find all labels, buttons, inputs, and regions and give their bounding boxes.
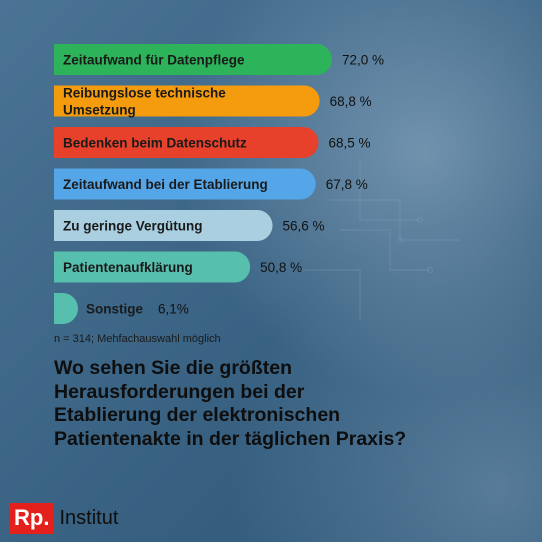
bar-value-label: 72,0 %: [342, 53, 384, 68]
bar-value-label: 68,8 %: [330, 94, 372, 109]
bar: [54, 210, 273, 241]
bar-value-label: 68,5 %: [328, 136, 370, 151]
bar: [54, 168, 316, 200]
logo-mark: Rp.: [10, 503, 54, 534]
bar: [54, 85, 320, 117]
bars-group: Zeitaufwand für Datenpflege 72,0 % Reibung…: [54, 44, 384, 324]
bar: [54, 127, 319, 158]
bar-value-label: 50,8 %: [260, 260, 302, 275]
bar-category-label: Sonstige: [86, 302, 143, 317]
bar: [54, 293, 78, 324]
bar-category-label: Zu geringe Vergütung: [63, 219, 203, 234]
chart-title: Wo sehen Sie die größten Herausforderung…: [54, 357, 407, 450]
bar-value-label: 56,6 %: [283, 219, 325, 234]
bar: [54, 44, 332, 75]
brand-name: Institut: [59, 507, 119, 529]
bar-category-label: Zeitaufwand bei der Etablierung: [63, 177, 268, 192]
brand-logo: Rp. Institut: [10, 503, 118, 534]
bar-category-label: Reibungslose technische Umsetzung: [63, 86, 226, 118]
bar-category-label: Patientenaufklärung: [63, 260, 193, 275]
bar-category-label: Bedenken beim Datenschutz: [63, 136, 247, 151]
sample-note: n = 314; Mehfachauswahl möglich: [54, 333, 221, 345]
bar: [54, 251, 251, 283]
bar-value-label: 67,8 %: [326, 177, 368, 192]
bar-category-label: Zeitaufwand für Datenpflege: [63, 53, 245, 68]
bar-value-label: 6,1%: [158, 302, 189, 317]
